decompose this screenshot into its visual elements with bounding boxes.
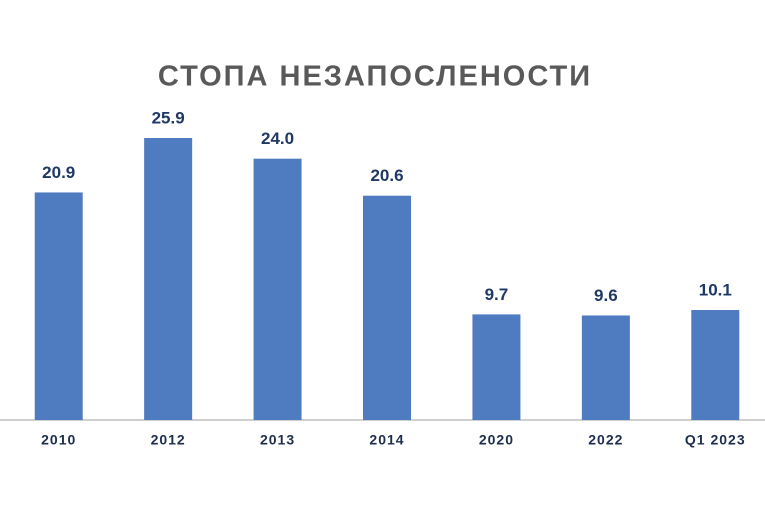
value-label: 10.1 xyxy=(699,281,732,300)
value-label: 20.6 xyxy=(370,166,403,185)
x-tick-label: 2020 xyxy=(479,432,514,448)
x-tick-label: 2013 xyxy=(260,432,295,448)
x-tick-label: 2010 xyxy=(41,432,76,448)
value-label: 9.6 xyxy=(594,286,618,305)
bar xyxy=(144,138,193,420)
value-label: 25.9 xyxy=(152,108,185,127)
bar xyxy=(472,314,521,420)
bar xyxy=(34,192,83,420)
chart-title: СТОПА НЕЗАПОСЛЕНОСТИ xyxy=(158,61,592,93)
x-tick-label: Q1 2023 xyxy=(685,432,746,448)
bar xyxy=(581,315,630,420)
value-label: 24.0 xyxy=(261,129,294,148)
x-tick-label: 2022 xyxy=(588,432,623,448)
bar xyxy=(691,310,740,420)
x-tick-label: 2012 xyxy=(151,432,186,448)
x-tick-label: 2014 xyxy=(369,432,404,448)
bar xyxy=(253,158,302,420)
bar xyxy=(363,195,411,420)
value-label: 20.9 xyxy=(42,163,75,182)
value-label: 9.7 xyxy=(485,285,509,304)
